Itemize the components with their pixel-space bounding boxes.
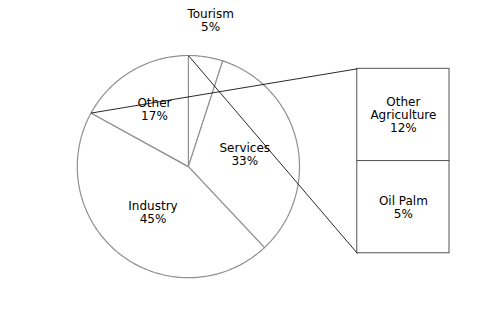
- svg-text:Services33%: Services33%: [219, 141, 270, 168]
- svg-text:Industry45%: Industry45%: [128, 199, 177, 226]
- svg-text:Tourism5%: Tourism5%: [186, 7, 233, 34]
- svg-text:Oil Palm5%: Oil Palm5%: [379, 194, 428, 221]
- svg-text:OtherAgriculture12%: OtherAgriculture12%: [370, 95, 436, 135]
- svg-text:Other17%: Other17%: [137, 96, 171, 123]
